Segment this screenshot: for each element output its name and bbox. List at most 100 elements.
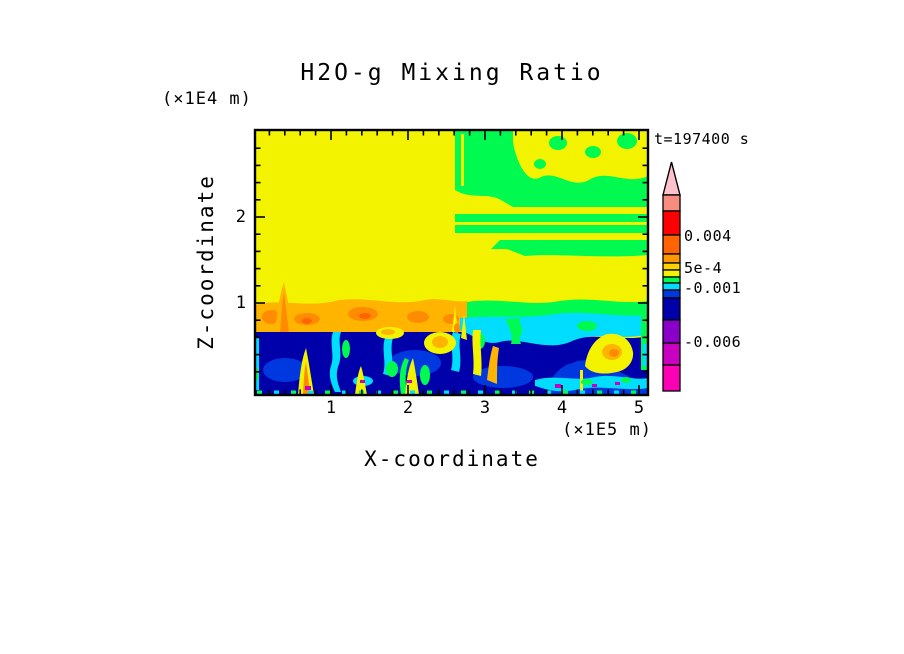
field-region: [577, 321, 597, 331]
field-region: [473, 366, 533, 388]
colorbar: [662, 161, 681, 392]
field-speckle: [461, 390, 466, 394]
field-speckle: [308, 390, 313, 394]
field-region: [255, 338, 259, 390]
field-region: [507, 249, 648, 257]
chart-title: H2O-g Mixing Ratio: [300, 60, 604, 86]
colorbar-segment: [662, 262, 681, 271]
field-region: [609, 349, 619, 357]
field-speckle: [546, 390, 551, 394]
colorbar-segment: [662, 282, 681, 291]
colorbar-segment: [662, 319, 681, 344]
colorbar-label: 5e-4: [684, 259, 723, 277]
field-region: [263, 358, 307, 382]
x-tick-label: 2: [402, 398, 414, 418]
field-speckle: [478, 390, 483, 394]
field-region: [617, 133, 637, 149]
field-region: [407, 311, 429, 323]
y-tick-label: 2: [235, 207, 246, 227]
field-region: [280, 292, 289, 332]
field-region: [641, 312, 648, 370]
colorbar-segment: [662, 194, 681, 212]
field-region: [342, 340, 350, 358]
field-region: [455, 190, 513, 207]
field-speckle: [444, 390, 449, 394]
field-region: [329, 332, 341, 392]
colorbar-label: -0.001: [684, 279, 742, 297]
y-tick-label: 1: [235, 293, 246, 313]
colorbar-segment: [662, 234, 681, 255]
field-speckle: [291, 390, 296, 394]
field-region: [407, 380, 412, 383]
field-region: [621, 377, 631, 383]
field-speckle: [410, 390, 415, 394]
y-axis-label: Z-coordinate: [194, 174, 218, 350]
field-speckle: [512, 390, 517, 394]
field-speckle: [495, 390, 500, 394]
colorbar-segment: [662, 297, 681, 321]
field-region: [360, 380, 365, 383]
field-region: [581, 379, 593, 385]
colorbar-segment: [662, 210, 681, 236]
colorbar-segment: [662, 289, 681, 299]
colorbar-segment: [662, 276, 681, 284]
field-region: [386, 361, 398, 377]
field-region: [455, 207, 648, 214]
field-region: [381, 329, 395, 335]
field-region: [513, 130, 648, 183]
field-region: [305, 386, 311, 390]
x-axis-unit-label: (×1E5 m): [562, 420, 652, 440]
field-region: [534, 159, 546, 169]
x-tick-label: 3: [479, 398, 491, 418]
field-region: [302, 318, 312, 324]
colorbar-arrow-tip: [662, 161, 681, 196]
contour-plot: [253, 128, 650, 397]
field-speckle: [427, 390, 432, 394]
field-speckle: [342, 390, 347, 394]
colorbar-segment: [662, 342, 681, 366]
field-region: [420, 365, 430, 385]
field-speckle: [257, 390, 262, 394]
field-region: [592, 384, 597, 387]
field-region: [585, 146, 601, 158]
field-region: [538, 343, 582, 365]
field-region: [549, 136, 567, 150]
plot-border: [253, 128, 650, 397]
colorbar-label: 0.004: [684, 227, 732, 245]
field-region: [555, 384, 561, 388]
colorbar-segment: [662, 364, 681, 392]
field-speckle: [376, 390, 381, 394]
field-speckle: [597, 390, 602, 394]
colorbar-segment: [662, 269, 681, 278]
field-region: [359, 313, 371, 319]
field-region: [455, 233, 507, 249]
field-region: [512, 322, 522, 338]
field-region: [255, 368, 258, 380]
field-speckle: [563, 390, 568, 394]
x-tick-label: 4: [556, 398, 568, 418]
field-region: [262, 310, 280, 324]
x-tick-label: 1: [325, 398, 337, 418]
y-axis-unit-label: (×1E4 m): [162, 89, 252, 109]
field-region: [454, 323, 460, 333]
field-speckle: [393, 390, 398, 394]
x-tick-label: 5: [633, 398, 645, 418]
x-axis-label: X-coordinate: [364, 447, 540, 471]
field-speckle: [580, 390, 585, 394]
field-speckle: [631, 390, 636, 394]
field-region: [455, 222, 648, 225]
field-region: [487, 346, 499, 384]
field-region: [455, 233, 648, 240]
colorbar-label: -0.006: [684, 333, 742, 351]
field-speckle: [325, 390, 330, 394]
field-region: [399, 358, 409, 395]
field-speckle: [274, 390, 279, 394]
field-region: [615, 382, 620, 385]
field-region: [472, 330, 482, 376]
field-region: [461, 314, 467, 340]
colorbar-segment: [662, 253, 681, 264]
time-annotation: t=197400 s: [654, 130, 750, 148]
field-region: [461, 134, 464, 186]
field-speckle: [614, 390, 619, 394]
